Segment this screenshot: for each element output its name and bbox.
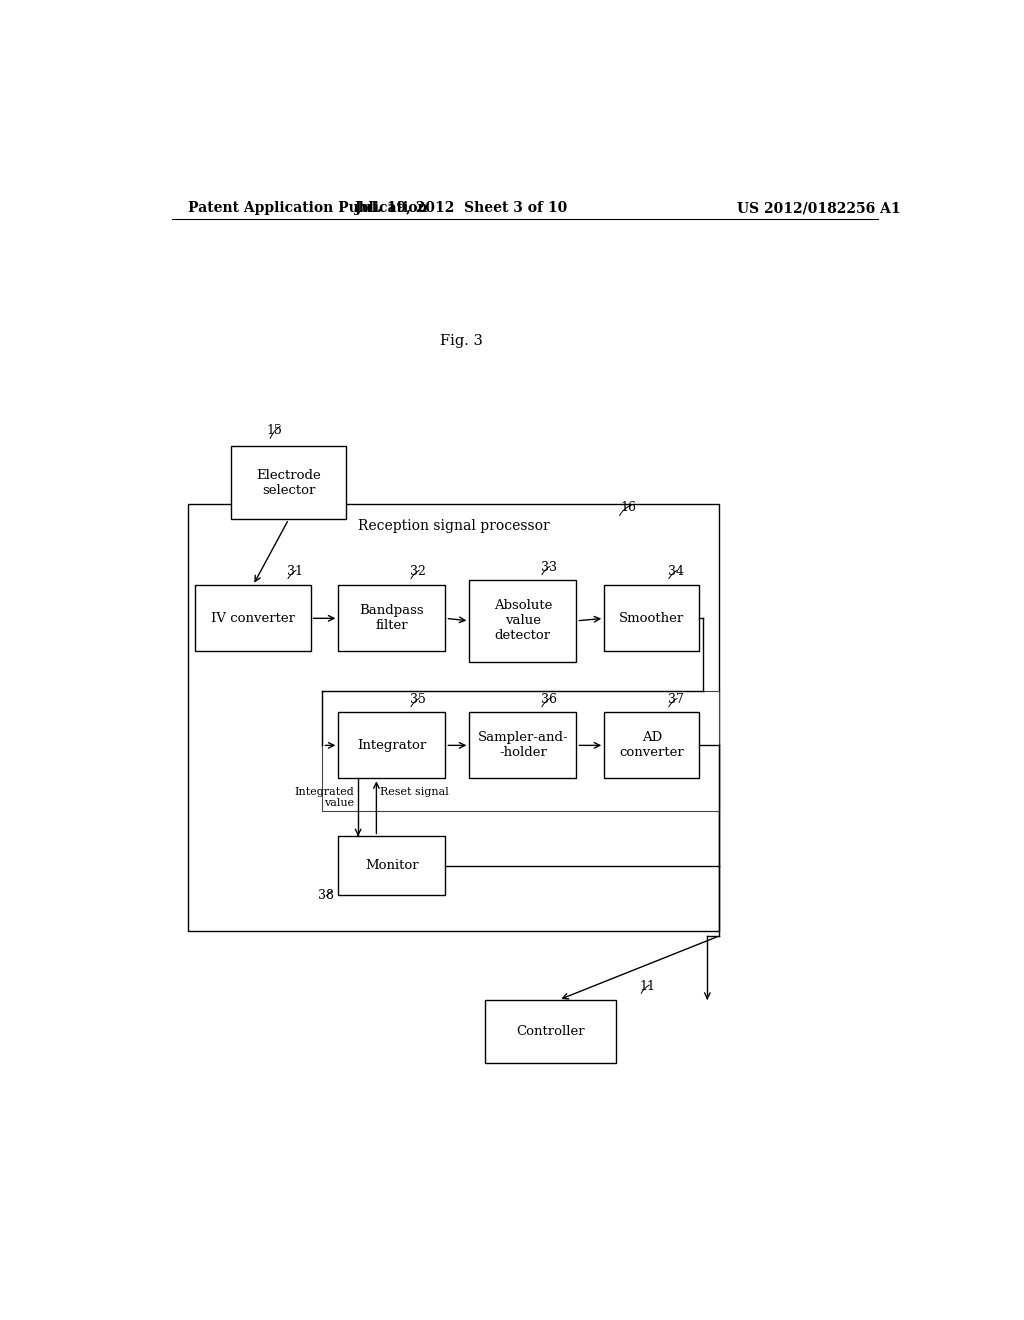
Text: 16: 16	[620, 502, 636, 515]
Text: Reset signal: Reset signal	[380, 787, 450, 796]
Text: 11: 11	[640, 979, 656, 993]
Bar	[231, 446, 346, 519]
Text: Reception signal processor: Reception signal processor	[357, 519, 549, 533]
Text: Jul. 19, 2012  Sheet 3 of 10: Jul. 19, 2012 Sheet 3 of 10	[355, 201, 567, 215]
Text: Smoother: Smoother	[620, 612, 684, 624]
Bar	[485, 1001, 616, 1063]
Bar	[469, 581, 577, 661]
Text: Fig. 3: Fig. 3	[440, 334, 482, 348]
Bar	[604, 713, 699, 779]
Text: 33: 33	[541, 561, 557, 574]
Bar	[338, 585, 445, 651]
Text: Patent Application Publication: Patent Application Publication	[187, 201, 427, 215]
Bar	[196, 585, 310, 651]
Bar	[338, 713, 445, 779]
Text: Bandpass
filter: Bandpass filter	[359, 605, 424, 632]
Bar	[187, 504, 719, 931]
Text: 36: 36	[541, 693, 557, 706]
Text: Integrator: Integrator	[357, 739, 427, 752]
Text: Absolute
value
detector: Absolute value detector	[494, 599, 552, 643]
Bar	[323, 690, 719, 810]
Bar	[469, 713, 577, 779]
Text: 31: 31	[287, 565, 303, 578]
Text: 32: 32	[410, 565, 426, 578]
Text: US 2012/0182256 A1: US 2012/0182256 A1	[736, 201, 900, 215]
Text: AD
converter: AD converter	[620, 731, 684, 759]
Bar	[604, 585, 699, 651]
Text: 38: 38	[318, 890, 335, 903]
Text: 35: 35	[410, 693, 426, 706]
Text: 37: 37	[668, 693, 684, 706]
Text: Controller: Controller	[516, 1026, 585, 1038]
Text: Monitor: Monitor	[366, 859, 419, 873]
Text: 34: 34	[668, 565, 684, 578]
Text: Electrode
selector: Electrode selector	[256, 469, 322, 496]
Text: Sampler-and-
-holder: Sampler-and- -holder	[477, 731, 568, 759]
Text: IV converter: IV converter	[211, 612, 295, 624]
Text: Integrated
value: Integrated value	[295, 787, 354, 808]
Bar	[338, 837, 445, 895]
Text: 15: 15	[267, 424, 283, 437]
